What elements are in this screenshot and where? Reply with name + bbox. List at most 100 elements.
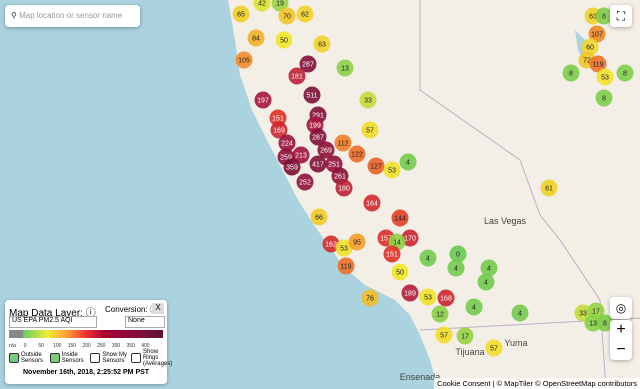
sensor-value: 19: [276, 1, 284, 8]
sensor-value: 127: [370, 164, 382, 171]
sensor[interactable]: 4: [419, 249, 437, 267]
sensor[interactable]: 122: [348, 145, 366, 163]
sensor[interactable]: 53: [335, 239, 353, 257]
sensor[interactable]: 162: [322, 235, 340, 253]
sensor[interactable]: 65: [232, 5, 250, 23]
sensor-dot: [383, 245, 401, 263]
sensor[interactable]: 13: [584, 314, 602, 332]
sensor[interactable]: 62: [296, 5, 314, 23]
sensor[interactable]: 50: [275, 31, 293, 49]
sensor-value: 287: [312, 135, 324, 142]
sensor[interactable]: 8: [616, 64, 634, 82]
sensor[interactable]: 112: [334, 134, 352, 152]
conversion-select[interactable]: None: [125, 316, 165, 328]
sensor[interactable]: 151: [383, 245, 401, 263]
sensor[interactable]: 417: [309, 155, 327, 173]
sensor[interactable]: 4: [465, 298, 483, 316]
sensor[interactable]: 0: [449, 245, 467, 263]
sensor-dot: [309, 155, 327, 173]
conversion-label: Conversion: ⓘ: [105, 304, 158, 315]
sensor[interactable]: 127: [367, 157, 385, 175]
sensor[interactable]: 359: [283, 158, 301, 176]
sensor[interactable]: 4: [447, 259, 465, 277]
search-box[interactable]: ⚲ Map location or sensor name: [5, 5, 140, 27]
sensor[interactable]: 181: [288, 67, 306, 85]
sensor-value: 13: [589, 321, 597, 328]
sensor[interactable]: 53: [596, 68, 614, 86]
sensor-value: 8: [603, 321, 607, 328]
sensor[interactable]: 224: [278, 134, 296, 152]
scale-label: 350: [126, 343, 135, 349]
sensor[interactable]: 50: [391, 263, 409, 281]
sensor[interactable]: 8: [596, 314, 614, 332]
sensor[interactable]: 57: [361, 121, 379, 139]
sensor[interactable]: 70: [278, 7, 296, 25]
sensor[interactable]: 60: [581, 38, 599, 56]
sensor[interactable]: 164: [363, 194, 381, 212]
sensor-value: 359: [286, 165, 298, 172]
sensor[interactable]: 4: [480, 259, 498, 277]
sensor[interactable]: 33: [359, 91, 377, 109]
fullscreen-button[interactable]: ⛶: [610, 5, 632, 27]
sensor[interactable]: 95: [348, 233, 366, 251]
sensor-value: 151: [272, 116, 284, 123]
place-label: Tijuana: [455, 347, 484, 357]
sensor[interactable]: 17: [456, 327, 474, 345]
sensor-dot: [296, 173, 314, 191]
sensor-value: 4: [518, 311, 522, 318]
sensor-value: 168: [440, 296, 452, 303]
sensor[interactable]: 57: [435, 326, 453, 344]
sensor[interactable]: 105: [235, 51, 253, 69]
sensor[interactable]: 57: [485, 339, 503, 357]
sensor[interactable]: 8: [595, 7, 613, 25]
scale-label: 300: [111, 343, 121, 349]
sensor-value: 70: [283, 14, 291, 21]
locate-button[interactable]: ◎: [610, 297, 632, 319]
sensor[interactable]: 144: [391, 209, 409, 227]
sensor[interactable]: 4: [477, 273, 495, 291]
sensor[interactable]: 197: [254, 91, 272, 109]
sensor-dot: [296, 5, 314, 23]
sensor[interactable]: 53: [383, 161, 401, 179]
sensor[interactable]: 12: [431, 305, 449, 323]
sensor[interactable]: 42: [253, 0, 271, 12]
sensor[interactable]: 53: [419, 288, 437, 306]
sensor-dot: [399, 153, 417, 171]
sensor[interactable]: 170: [401, 229, 419, 247]
sensor-value: 53: [340, 246, 348, 253]
sensor[interactable]: 119: [337, 257, 355, 275]
sensor[interactable]: 287: [299, 55, 317, 73]
sensor[interactable]: 213: [292, 146, 310, 164]
sensor[interactable]: 169: [270, 121, 288, 139]
sensor-dot: [449, 245, 467, 263]
sensor[interactable]: 4: [511, 304, 529, 322]
zoom-in[interactable]: +: [616, 321, 626, 338]
sensor[interactable]: 63: [313, 35, 331, 53]
sensor[interactable]: 107: [588, 25, 606, 43]
close-button[interactable]: X: [152, 303, 164, 314]
sensor-value: 53: [388, 168, 396, 175]
sensor[interactable]: 269: [317, 141, 335, 159]
layer-select[interactable]: US EPA PM2.5 AQI: [9, 316, 97, 328]
sensor[interactable]: 13: [336, 59, 354, 77]
sensor[interactable]: 66: [310, 208, 328, 226]
sensor[interactable]: 4: [399, 153, 417, 171]
sensor-dot: [456, 327, 474, 345]
sensor[interactable]: 76: [361, 289, 379, 307]
sensor[interactable]: 180: [335, 179, 353, 197]
zoom-out[interactable]: −: [616, 341, 626, 358]
sensor[interactable]: 61: [540, 179, 558, 197]
sensor[interactable]: 189: [401, 284, 419, 302]
sensor[interactable]: 287: [309, 128, 327, 146]
sensor-dot: [292, 146, 310, 164]
sensor-value: 61: [545, 186, 553, 193]
sensor[interactable]: 168: [437, 289, 455, 307]
sensor[interactable]: 84: [247, 29, 265, 47]
sensor[interactable]: 119: [589, 55, 607, 73]
sensor[interactable]: 8: [595, 89, 613, 107]
sensor-value: 53: [424, 295, 432, 302]
search-icon: ⚲: [11, 11, 17, 20]
sensor[interactable]: 8: [562, 64, 580, 82]
sensor[interactable]: 252: [296, 173, 314, 191]
sensor[interactable]: 511: [303, 86, 321, 104]
